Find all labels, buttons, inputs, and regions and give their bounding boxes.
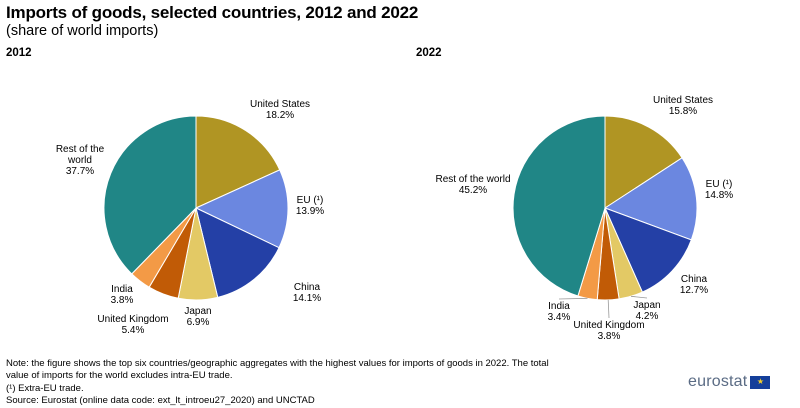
slice-value-label: 14.1% — [293, 293, 321, 304]
pie-slice-1-2 — [604, 207, 692, 293]
slice-name-label: China — [681, 274, 708, 285]
slice-value-label: 15.8% — [669, 106, 697, 117]
slice-name-label: Rest of the world — [435, 174, 510, 185]
chart-subtitle: (share of world imports) — [6, 23, 159, 39]
pie-slice-0-2 — [195, 207, 280, 298]
note-line: value of imports for the world excludes … — [6, 370, 233, 382]
slice-value-label: 18.2% — [266, 110, 294, 121]
slice-name-label: United Kingdom — [97, 314, 168, 325]
eu-flag-icon: ★ — [750, 375, 771, 389]
slice-name-label: Japan — [633, 300, 660, 311]
slice-name-label: India — [548, 301, 570, 312]
slice-value-label: 45.2% — [459, 185, 487, 196]
slice-value-label: 6.9% — [187, 317, 210, 328]
chart-title: Imports of goods, selected countries, 20… — [6, 3, 419, 22]
pie-slice-1-1 — [603, 157, 698, 241]
eurostat-logo: eurostat ★ — [688, 373, 771, 391]
slice-value-label: 3.4% — [548, 312, 571, 323]
note-line: Note: the figure shows the top six count… — [6, 358, 549, 369]
slice-name-label: EU (¹) — [706, 179, 733, 190]
pie-slice-0-1 — [194, 169, 289, 249]
slice-name-label: Rest of the — [56, 144, 105, 155]
eurostat-wordmark: eurostat — [688, 373, 748, 390]
pie-slice-1-6 — [512, 115, 606, 297]
leader-line — [607, 299, 610, 319]
slice-name-label: United States — [653, 95, 713, 106]
slice-value-label: 3.8% — [111, 295, 134, 306]
slice-name-label: China — [294, 282, 321, 293]
slice-value-label: 13.9% — [296, 206, 324, 217]
notes: Note: the figure shows the top six count… — [6, 358, 666, 408]
slice-name-label: United Kingdom — [573, 320, 644, 331]
leader-line — [558, 297, 588, 300]
slice-value-label: 12.7% — [680, 285, 708, 296]
slice-value-label: 3.8% — [598, 331, 621, 342]
slice-name-label: United States — [250, 99, 310, 110]
slice-name-label: world — [67, 155, 92, 166]
slice-value-label: 37.7% — [66, 166, 94, 177]
slice-name-label: Japan — [184, 306, 211, 317]
panel-title-2022: 2022 — [416, 47, 442, 59]
pie-slice-0-0 — [195, 115, 281, 209]
slice-value-label: 14.8% — [705, 190, 733, 201]
slice-value-label: 5.4% — [122, 325, 145, 336]
panel-title-2012: 2012 — [6, 47, 32, 59]
pie-slice-0-6 — [103, 115, 197, 275]
footnote-line: (¹) Extra-EU trade. — [6, 382, 84, 394]
slice-value-label: 4.2% — [636, 311, 659, 322]
pie-slice-1-0 — [604, 115, 683, 209]
slice-name-label: EU (¹) — [297, 195, 324, 206]
leader-line — [630, 295, 648, 299]
source-line: Source: Eurostat (online data code: ext_… — [6, 395, 315, 407]
slice-name-label: India — [111, 284, 133, 295]
